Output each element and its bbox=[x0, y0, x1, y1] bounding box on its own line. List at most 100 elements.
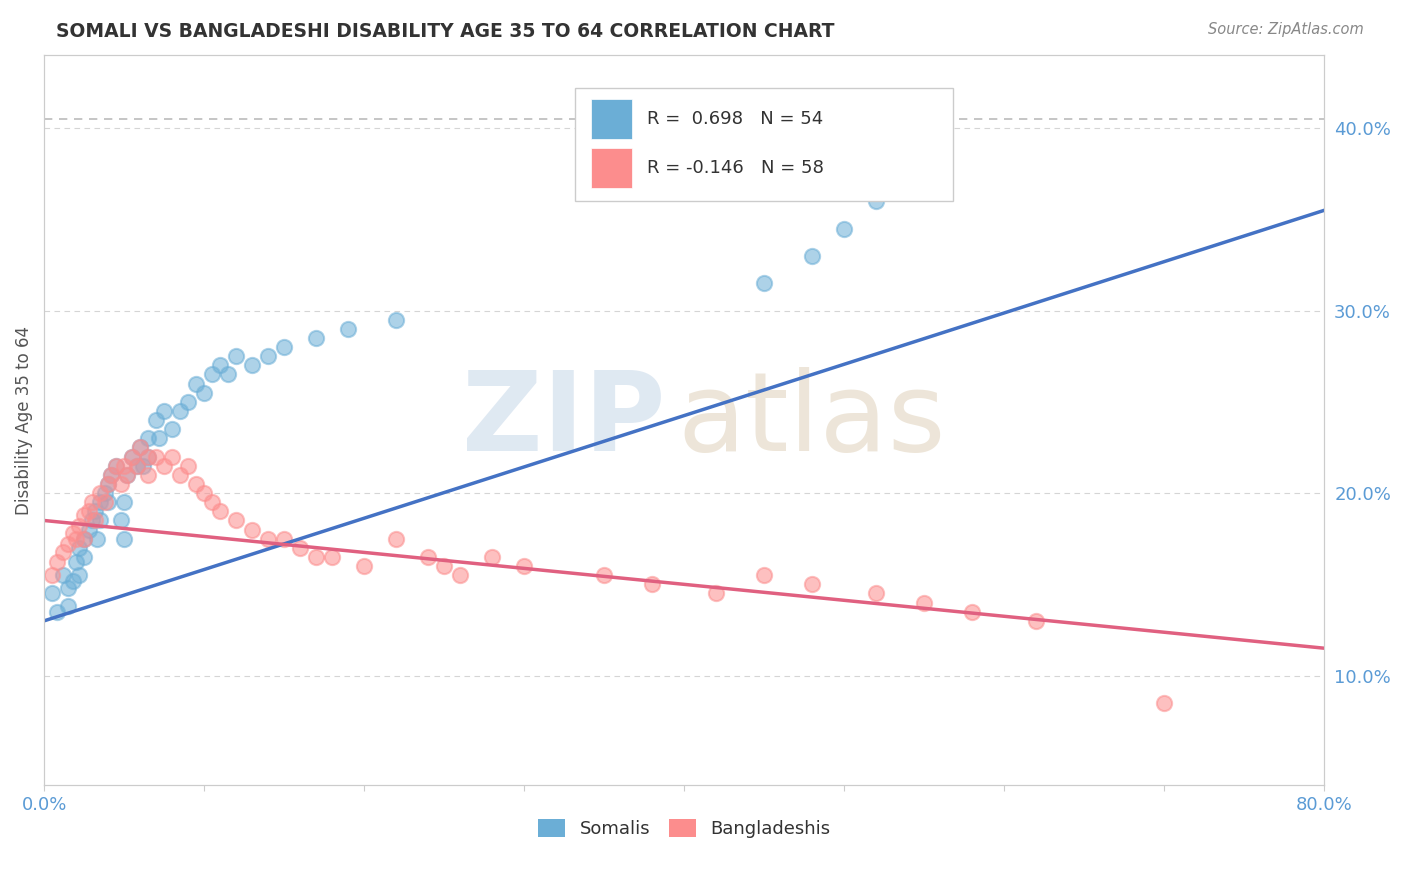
Point bbox=[257, 532, 280, 546]
Point bbox=[117, 467, 139, 482]
Point bbox=[225, 349, 247, 363]
Point bbox=[385, 532, 408, 546]
Point bbox=[41, 586, 63, 600]
Point bbox=[112, 495, 135, 509]
Point bbox=[56, 581, 79, 595]
Point bbox=[100, 467, 122, 482]
Point bbox=[56, 599, 79, 614]
Point bbox=[65, 556, 87, 570]
Point bbox=[418, 549, 440, 564]
Point bbox=[148, 431, 170, 445]
Point bbox=[56, 537, 79, 551]
Point bbox=[240, 359, 263, 373]
Point bbox=[136, 431, 159, 445]
Point bbox=[65, 532, 87, 546]
Point bbox=[754, 568, 776, 582]
Point bbox=[513, 559, 536, 574]
Point bbox=[288, 541, 311, 555]
Point bbox=[865, 586, 887, 600]
Point bbox=[67, 568, 90, 582]
Text: R =  0.698   N = 54: R = 0.698 N = 54 bbox=[647, 110, 824, 128]
FancyBboxPatch shape bbox=[591, 99, 631, 139]
Point bbox=[45, 605, 67, 619]
Point bbox=[97, 495, 120, 509]
Point bbox=[117, 467, 139, 482]
Point bbox=[449, 568, 471, 582]
Point bbox=[337, 322, 360, 336]
Point bbox=[169, 467, 191, 482]
Point bbox=[832, 221, 855, 235]
Point bbox=[89, 514, 111, 528]
Point bbox=[136, 467, 159, 482]
FancyBboxPatch shape bbox=[575, 88, 953, 201]
Point bbox=[105, 458, 128, 473]
Point bbox=[110, 477, 132, 491]
Point bbox=[209, 359, 232, 373]
Point bbox=[186, 376, 208, 391]
Point bbox=[305, 331, 328, 345]
Point bbox=[193, 486, 215, 500]
Point bbox=[801, 249, 824, 263]
Point bbox=[177, 458, 200, 473]
Point bbox=[1153, 696, 1175, 710]
Point bbox=[273, 340, 295, 354]
Point bbox=[62, 526, 84, 541]
Point bbox=[62, 574, 84, 588]
Point bbox=[73, 508, 96, 522]
Point bbox=[257, 349, 280, 363]
Point bbox=[73, 532, 96, 546]
Text: R = -0.146   N = 58: R = -0.146 N = 58 bbox=[647, 159, 824, 177]
Point bbox=[136, 450, 159, 464]
Text: SOMALI VS BANGLADESHI DISABILITY AGE 35 TO 64 CORRELATION CHART: SOMALI VS BANGLADESHI DISABILITY AGE 35 … bbox=[56, 22, 835, 41]
Point bbox=[481, 549, 503, 564]
Point bbox=[186, 477, 208, 491]
Point bbox=[225, 514, 247, 528]
Point bbox=[641, 577, 664, 591]
Point bbox=[153, 404, 176, 418]
Point bbox=[82, 495, 104, 509]
Point bbox=[67, 519, 90, 533]
Point bbox=[121, 450, 143, 464]
Point bbox=[962, 605, 984, 619]
Y-axis label: Disability Age 35 to 64: Disability Age 35 to 64 bbox=[15, 326, 32, 515]
Point bbox=[125, 458, 148, 473]
Point bbox=[169, 404, 191, 418]
Point bbox=[209, 504, 232, 518]
Point bbox=[912, 596, 935, 610]
Point bbox=[52, 544, 75, 558]
Point bbox=[153, 458, 176, 473]
Point bbox=[321, 549, 343, 564]
Point bbox=[240, 523, 263, 537]
Point bbox=[84, 504, 107, 518]
Point bbox=[112, 458, 135, 473]
Point bbox=[704, 586, 727, 600]
Point bbox=[94, 486, 117, 500]
Point bbox=[273, 532, 295, 546]
Point bbox=[801, 577, 824, 591]
Point bbox=[77, 504, 100, 518]
Point bbox=[136, 450, 159, 464]
Point bbox=[45, 556, 67, 570]
Point bbox=[84, 514, 107, 528]
Point bbox=[160, 422, 183, 436]
Point bbox=[129, 441, 152, 455]
Point bbox=[41, 568, 63, 582]
Legend: Somalis, Bangladeshis: Somalis, Bangladeshis bbox=[531, 812, 838, 846]
Point bbox=[593, 568, 616, 582]
Point bbox=[125, 458, 148, 473]
Point bbox=[52, 568, 75, 582]
Point bbox=[73, 549, 96, 564]
Point bbox=[112, 532, 135, 546]
Point bbox=[201, 368, 224, 382]
Point bbox=[160, 450, 183, 464]
Text: ZIP: ZIP bbox=[461, 367, 665, 474]
Point bbox=[110, 514, 132, 528]
Point bbox=[132, 458, 155, 473]
Point bbox=[94, 495, 117, 509]
Point bbox=[201, 495, 224, 509]
Point bbox=[97, 477, 120, 491]
Point bbox=[86, 532, 108, 546]
Point bbox=[177, 395, 200, 409]
Text: Source: ZipAtlas.com: Source: ZipAtlas.com bbox=[1208, 22, 1364, 37]
Point bbox=[89, 486, 111, 500]
